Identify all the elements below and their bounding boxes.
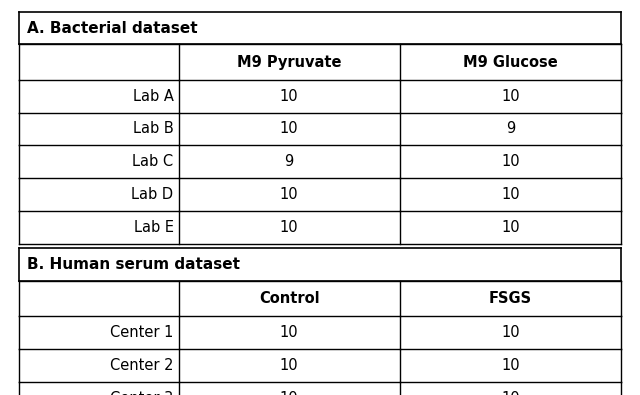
Text: Lab E: Lab E (134, 220, 173, 235)
Text: 10: 10 (501, 154, 520, 169)
Text: Lab B: Lab B (132, 122, 173, 136)
Text: A. Bacterial dataset: A. Bacterial dataset (27, 21, 198, 36)
Text: Center 1: Center 1 (110, 325, 173, 340)
Text: 10: 10 (280, 122, 298, 136)
Text: Lab C: Lab C (132, 154, 173, 169)
Text: 10: 10 (280, 391, 298, 395)
Text: 10: 10 (280, 325, 298, 340)
Text: Center 2: Center 2 (110, 358, 173, 373)
Text: Lab A: Lab A (132, 89, 173, 103)
Text: 10: 10 (280, 89, 298, 103)
Text: 10: 10 (501, 220, 520, 235)
Text: M9 Pyruvate: M9 Pyruvate (237, 55, 341, 70)
Text: Lab D: Lab D (131, 187, 173, 202)
Text: B. Human serum dataset: B. Human serum dataset (27, 257, 240, 272)
Text: 10: 10 (501, 358, 520, 373)
Text: Control: Control (259, 291, 319, 306)
Bar (19, 248, 621, 281)
Text: 9: 9 (285, 154, 294, 169)
Text: FSGS: FSGS (489, 291, 532, 306)
Text: 10: 10 (501, 325, 520, 340)
Text: M9 Glucose: M9 Glucose (463, 55, 557, 70)
Bar (19, 12, 621, 44)
Text: Center 3: Center 3 (110, 391, 173, 395)
Text: 9: 9 (506, 122, 515, 136)
Text: 10: 10 (280, 358, 298, 373)
Text: 10: 10 (501, 391, 520, 395)
Text: 10: 10 (280, 187, 298, 202)
Text: 10: 10 (501, 89, 520, 103)
Text: 10: 10 (280, 220, 298, 235)
Text: 10: 10 (501, 187, 520, 202)
